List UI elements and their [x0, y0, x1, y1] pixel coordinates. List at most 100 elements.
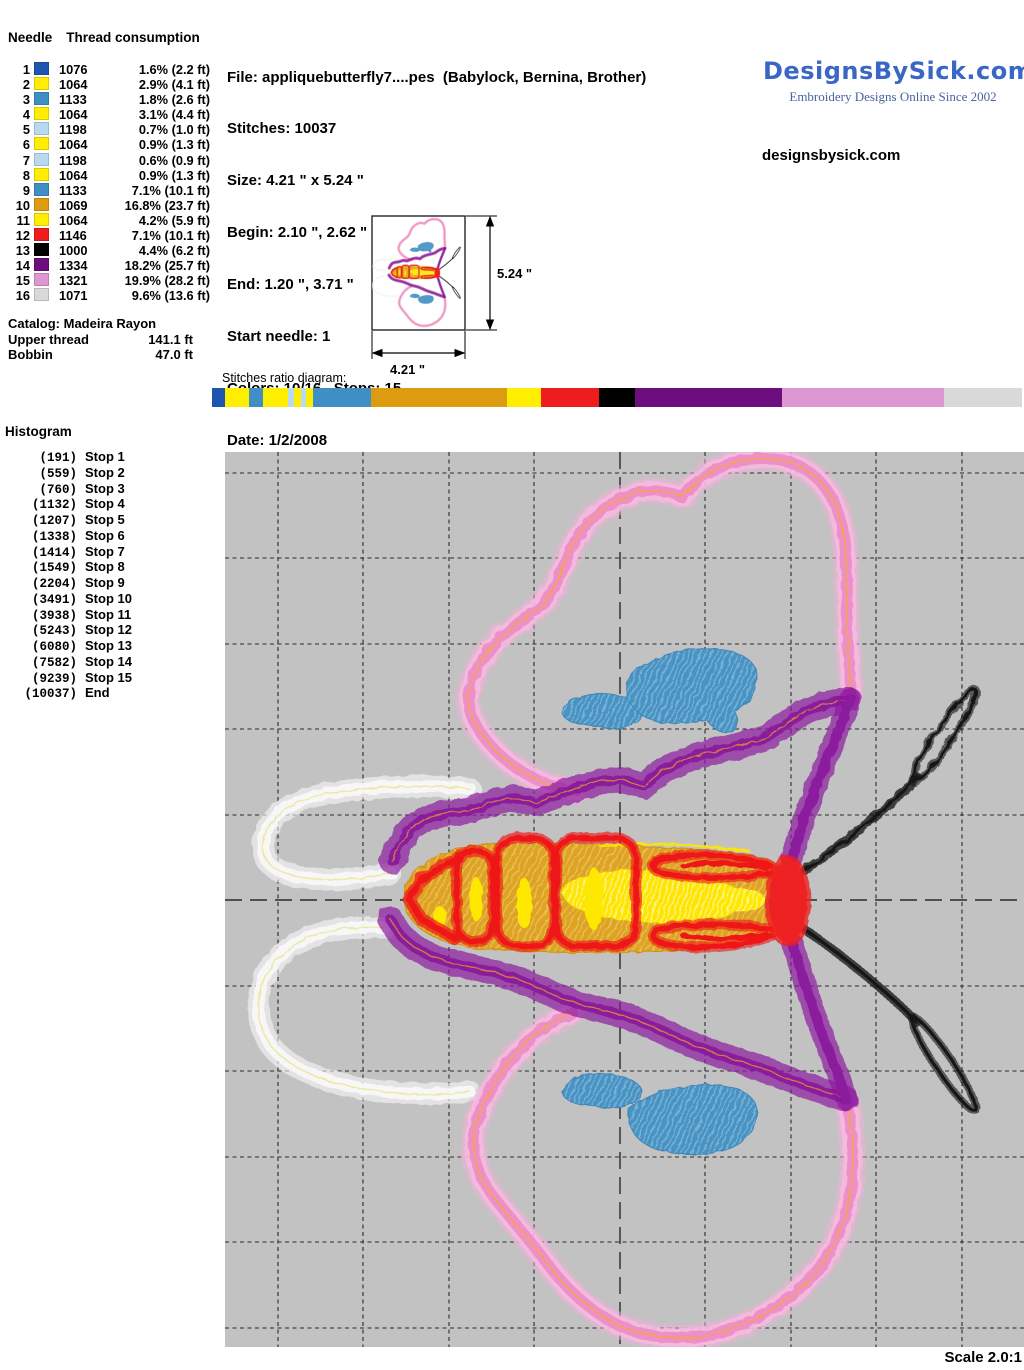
needle-row: 6 1064 0.9% (1.3 ft) [8, 137, 210, 152]
stop-label: Stop 9 [85, 575, 125, 590]
design-thumbnail: 5.24 " 4.21 " [360, 206, 550, 396]
mini-butterfly-preview [373, 219, 461, 326]
thread-color-swatch [34, 243, 49, 257]
ratio-segment [313, 388, 372, 407]
upper-thread-value: 141.1 ft [148, 331, 193, 347]
stop-label: Stop 11 [85, 606, 132, 622]
ratio-segment [943, 388, 1022, 407]
stop-label: Stop 3 [85, 480, 125, 496]
stop-label: Stop 7 [85, 543, 125, 559]
needle-number: 14 [15, 258, 30, 274]
histogram-row: (1207) Stop 5 [5, 512, 175, 528]
thread-color-swatch [34, 167, 49, 181]
ratio-segment [599, 388, 635, 407]
upper-thread-label: Upper thread [8, 331, 89, 347]
size-line: Size: 4.21 " x 5.24 " [227, 172, 364, 190]
stop-label: Stop 12 [85, 622, 132, 638]
stitches-ratio-bar [212, 388, 1022, 407]
consumption-value: 1.6% (2.2 ft) [138, 62, 210, 77]
stop-label: Stop 6 [85, 527, 125, 543]
histogram-row: (191) Stop 1 [5, 449, 175, 465]
ratio-segment [293, 388, 302, 407]
needle-row: 10 1069 16.8% (23.7 ft) [8, 197, 210, 213]
thread-code: 1198 [59, 152, 87, 168]
needle-row: 14 1334 18.2% (25.7 ft) [8, 258, 210, 273]
histogram-row: (5243) Stop 12 [5, 622, 175, 638]
thread-color-swatch [34, 92, 49, 106]
thread-code: 1064 [59, 167, 88, 183]
needle-number: 8 [22, 167, 30, 183]
stop-label: Stop 13 [85, 638, 132, 653]
consumption-value: 0.7% (1.0 ft) [138, 122, 210, 138]
stitch-preview [225, 452, 1024, 1347]
thread-code: 1334 [59, 258, 88, 274]
consumption-value: 16.8% (23.7 ft) [124, 197, 210, 213]
stitch-count: (559) [39, 466, 77, 481]
catalog-line: Catalog: Madeira Rayon [8, 316, 157, 331]
needle-number: 7 [22, 152, 30, 168]
needle-row: 9 1133 7.1% (10.1 ft) [8, 182, 210, 198]
needle-column-header: Needle [8, 30, 53, 45]
consumption-value: 4.2% (5.9 ft) [138, 212, 210, 228]
consumption-value: 1.8% (2.6 ft) [138, 92, 210, 108]
needle-row: 3 1133 1.8% (2.6 ft) [8, 92, 210, 107]
stitch-count: (191) [39, 451, 77, 465]
thread-color-swatch [34, 212, 49, 226]
website-text: designsbysick.com [762, 147, 901, 164]
stop-label: Stop 8 [85, 559, 125, 575]
thread-code: 1076 [59, 62, 88, 77]
needle-row: 7 1198 0.6% (0.9 ft) [8, 152, 210, 168]
needle-number: 2 [22, 77, 30, 93]
thread-code: 1064 [59, 212, 88, 228]
stop-label: Stop 5 [85, 512, 125, 527]
bobbin-label: Bobbin [8, 347, 53, 363]
needle-row: 1 1076 1.6% (2.2 ft) [8, 62, 210, 77]
stop-label: Stop 10 [85, 590, 132, 606]
thread-code: 1146 [59, 228, 87, 244]
histogram-row: (3491) Stop 10 [5, 591, 175, 607]
thread-color-swatch [34, 122, 49, 136]
ratio-segment [306, 388, 314, 407]
stitch-count: (1338) [31, 529, 77, 544]
scale-label: Scale 2.0:1 [944, 1349, 1022, 1366]
stitch-count: (2204) [31, 577, 77, 591]
ratio-segment [224, 388, 249, 407]
consumption-value: 0.9% (1.3 ft) [138, 137, 210, 153]
file-name-line: File: appliquebutterfly7....pes (Babyloc… [227, 68, 647, 86]
thread-code: 1064 [59, 137, 88, 153]
histogram-row: (7582) Stop 14 [5, 654, 175, 670]
stitch-count: (1132) [31, 498, 77, 513]
needle-row: 8 1064 0.9% (1.3 ft) [8, 167, 210, 183]
end-line: End: 1.20 ", 3.71 " [227, 276, 354, 294]
stop-label: End [85, 685, 110, 701]
needle-number: 15 [15, 273, 30, 289]
stitch-count: (6080) [31, 640, 77, 654]
ratio-segment [507, 388, 542, 407]
needle-row: 11 1064 4.2% (5.9 ft) [8, 212, 210, 228]
ratio-segment [634, 388, 783, 407]
consumption-value: 3.1% (4.4 ft) [138, 107, 210, 123]
stitch-count: (3938) [31, 608, 77, 623]
thread-color-swatch [34, 228, 49, 242]
histogram-row: (559) Stop 2 [5, 465, 175, 481]
needle-number: 1 [22, 62, 30, 77]
histogram-row: (9239) Stop 15 [5, 670, 175, 686]
needle-number: 5 [22, 122, 30, 138]
thread-color-swatch [34, 258, 49, 272]
thumbnail-box [371, 215, 466, 331]
stitch-count: (5243) [31, 624, 77, 639]
histogram-row: (1132) Stop 4 [5, 496, 175, 512]
stitch-count: (3491) [31, 592, 77, 607]
thread-consumption-column-header: Thread consumption [66, 30, 200, 45]
ratio-segment [371, 388, 508, 407]
histogram-row: (1338) Stop 6 [5, 528, 175, 544]
needle-number: 10 [15, 197, 30, 213]
needle-number: 12 [15, 228, 30, 244]
histogram-list: (191) Stop 1 (559) Stop 2 (760) Stop 3 (1132) S… [5, 449, 175, 701]
consumption-value: 4.4% (6.2 ft) [138, 243, 210, 259]
needle-table: Needle Thread consumption 1 1076 1.6% (2.2 … [8, 30, 210, 304]
thread-color-swatch [34, 62, 49, 75]
thread-color-swatch [34, 288, 49, 302]
consumption-value: 7.1% (10.1 ft) [131, 228, 210, 244]
ratio-segment [263, 388, 289, 407]
